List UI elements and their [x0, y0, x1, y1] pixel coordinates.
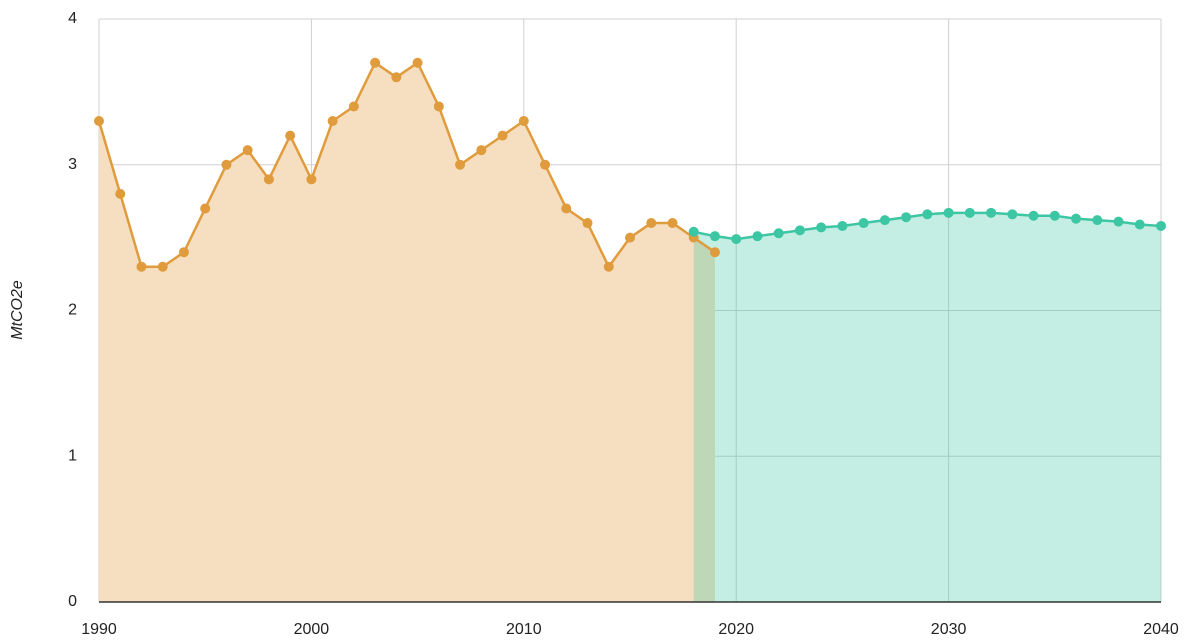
- point: [433, 101, 444, 112]
- point: [348, 101, 359, 112]
- point: [178, 247, 189, 258]
- point: [922, 209, 933, 220]
- point: [1156, 220, 1166, 231]
- point: [221, 159, 232, 170]
- point: [986, 207, 997, 218]
- area: [693, 212, 1161, 602]
- point: [94, 116, 104, 127]
- x-tick-label: 2030: [931, 621, 967, 638]
- y-tick-label: 1: [68, 447, 77, 464]
- x-tick-label: 1990: [81, 621, 117, 638]
- y-tick-label: 4: [68, 10, 77, 27]
- point: [455, 159, 466, 170]
- area: [99, 62, 715, 603]
- point: [879, 215, 890, 226]
- point: [688, 226, 699, 237]
- y-tick-label: 0: [68, 593, 77, 610]
- point: [943, 207, 954, 218]
- point: [1134, 219, 1145, 230]
- point: [964, 207, 975, 218]
- point: [709, 247, 720, 258]
- point: [667, 218, 678, 229]
- x-tick-label: 2000: [294, 621, 330, 638]
- x-tick-label: 2010: [506, 621, 542, 638]
- point: [115, 188, 126, 199]
- point: [285, 130, 296, 141]
- point: [412, 57, 423, 68]
- line: [97, 60, 716, 270]
- point: [136, 261, 147, 272]
- point: [1092, 215, 1103, 226]
- point: [901, 212, 912, 223]
- point: [518, 116, 529, 127]
- x-tick-label: 2020: [718, 621, 754, 638]
- y-tick-label: 2: [68, 302, 77, 319]
- point: [582, 218, 593, 229]
- point: [731, 234, 742, 245]
- point: [1028, 210, 1039, 221]
- point: [157, 261, 168, 272]
- point: [306, 174, 317, 185]
- point: [327, 116, 338, 127]
- point: [709, 231, 720, 242]
- point: [625, 232, 635, 243]
- point: [263, 174, 274, 185]
- point: [540, 159, 551, 170]
- point: [752, 231, 763, 242]
- point: [773, 228, 784, 239]
- point: [561, 203, 572, 214]
- point: [1007, 209, 1018, 220]
- y-tick-label: 3: [68, 156, 77, 173]
- point: [242, 145, 253, 156]
- y-axis-label: MtCO2e: [9, 280, 26, 340]
- point: [1113, 216, 1124, 227]
- point: [858, 218, 869, 229]
- point: [837, 220, 848, 231]
- x-tick-label: 2040: [1143, 621, 1179, 638]
- point: [200, 203, 211, 214]
- point: [370, 57, 381, 68]
- point: [816, 222, 827, 233]
- point: [391, 72, 402, 83]
- point: [794, 225, 805, 236]
- point: [1071, 213, 1082, 224]
- point: [1049, 210, 1060, 221]
- point: [603, 261, 614, 272]
- point: [497, 130, 508, 141]
- point: [476, 145, 487, 156]
- point: [646, 218, 657, 229]
